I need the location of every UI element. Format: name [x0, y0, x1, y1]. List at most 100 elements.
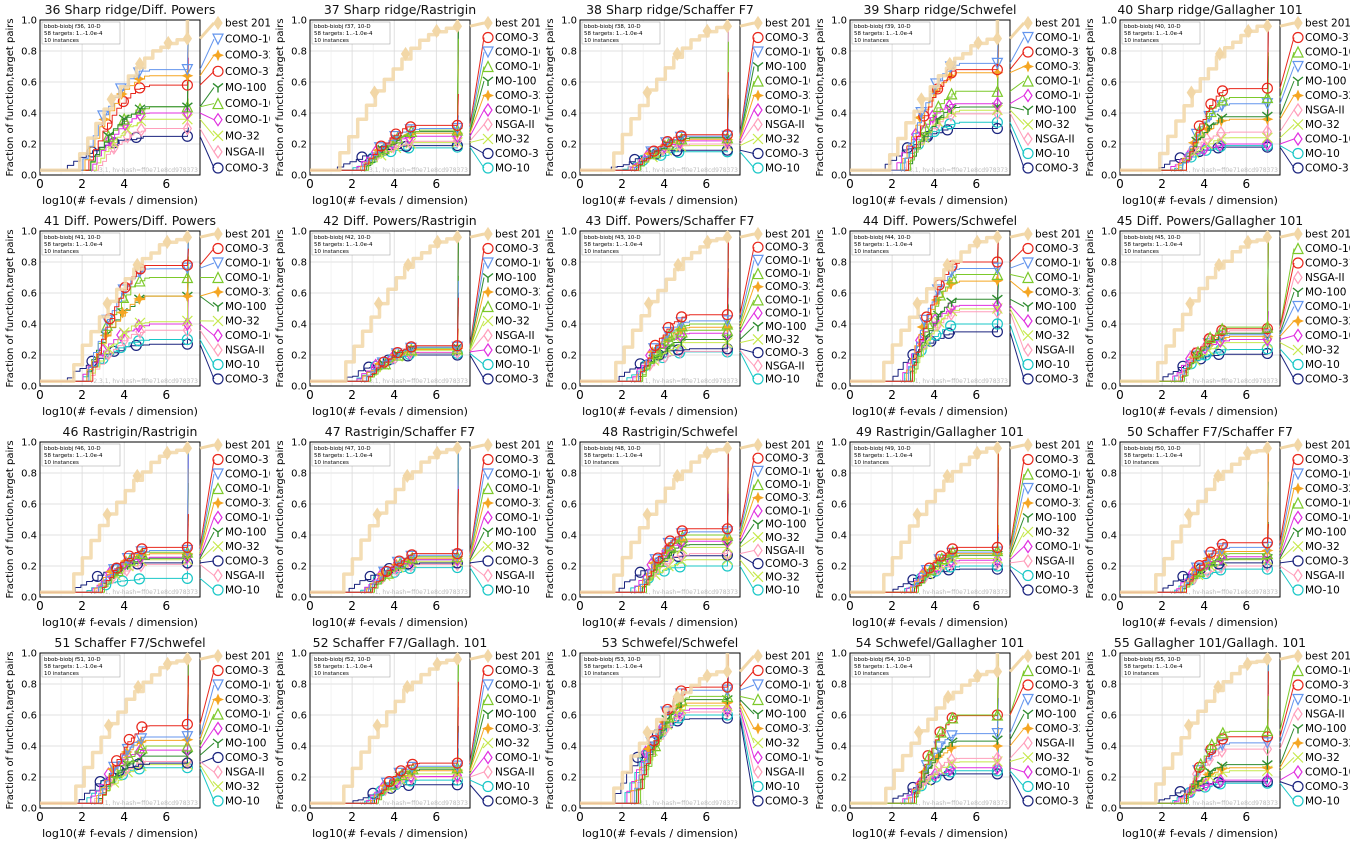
- legend-marker: [483, 62, 493, 72]
- info-line-3: 10 instances: [1124, 38, 1159, 44]
- legend-marker: [1294, 330, 1302, 342]
- legend-marker: [483, 724, 493, 734]
- legend-label: COMO-1000: [225, 98, 270, 110]
- legend-marker: [483, 287, 493, 297]
- legend-connector: [1010, 281, 1024, 292]
- series-end-marker: [183, 442, 191, 454]
- legend-label: COMO-1000: [765, 268, 810, 280]
- legend-label: best 2016: [495, 18, 540, 30]
- series-marker: [915, 726, 923, 738]
- legend-marker: [1023, 710, 1033, 719]
- legend-connector: [470, 785, 484, 801]
- y-tick-label: 1.0: [291, 649, 307, 660]
- legend-label: COMO-10: [765, 308, 810, 320]
- x-tick-label: 6: [702, 810, 710, 824]
- version-watermark: v2.3.1, hv-hash=ff0e71e8cd978373: [90, 167, 198, 174]
- legend-label: MO-32: [225, 541, 260, 553]
- y-tick-label: 0.0: [561, 171, 577, 182]
- series-end-marker: [183, 653, 191, 665]
- x-tick-label: 0: [846, 810, 854, 824]
- y-tick-label: 0.0: [291, 804, 307, 815]
- x-tick-label: 2: [888, 810, 896, 824]
- legend-label: COMO-100: [1035, 32, 1080, 44]
- legend-label: MO-100: [225, 738, 266, 750]
- legend-marker: [214, 439, 222, 451]
- legend: best 2016COMO-100COMO-316COMO-32COMO-100…: [1010, 17, 1080, 175]
- legend-connector: [470, 656, 484, 659]
- legend-marker: [1294, 272, 1302, 284]
- y-tick-label: 0.4: [1101, 320, 1117, 331]
- legend: best 2016COMO-316COMO-100COMO-1000COMO-3…: [740, 439, 810, 597]
- info-line-2: 58 targets: 1..-1.0e-4: [1124, 664, 1183, 670]
- legend-label: COMO-3: [225, 556, 269, 568]
- legend-marker: [1023, 47, 1033, 57]
- series-marker: [913, 298, 921, 310]
- x-tick-label: 6: [432, 810, 440, 824]
- y-axis-label: Fraction of function,target pairs: [815, 229, 826, 387]
- legend-label: NSGA-II: [1305, 105, 1345, 117]
- info-box: bbob-biobj f42, 10-D58 targets: 1..-1.0e…: [312, 233, 390, 255]
- legend-marker: [213, 50, 223, 60]
- legend-label: COMO-316: [1305, 680, 1350, 692]
- y-tick-label: 0.2: [561, 140, 577, 151]
- legend-label: COMO-100: [1305, 301, 1350, 313]
- legend-marker: [213, 244, 223, 254]
- series-end-marker: [183, 231, 191, 243]
- series-end-marker: [993, 442, 1001, 454]
- legend-marker: [213, 680, 223, 690]
- legend-label: best 2016: [1035, 651, 1080, 663]
- legend-label: NSGA-II: [1035, 556, 1075, 568]
- y-tick-label: 0.2: [21, 562, 37, 573]
- series-end-marker: [183, 33, 191, 45]
- y-tick-label: 0.2: [291, 351, 307, 362]
- chart-f46: 46 Rastrigin/Rastrigin0.00.20.40.60.81.0…: [0, 422, 270, 632]
- legend-connector: [470, 685, 484, 766]
- legend-label: COMO-3: [1305, 781, 1349, 793]
- y-tick-label: 0.2: [1101, 140, 1117, 151]
- x-tick-label: 0: [306, 599, 314, 613]
- version-watermark: v2.3.1, hv-hash=ff0e71e8cd978373: [630, 800, 738, 807]
- y-tick-label: 1.0: [291, 438, 307, 449]
- legend-label: MO-100: [1035, 512, 1076, 524]
- x-tick-label: 6: [162, 810, 170, 824]
- legend-marker: [753, 47, 763, 57]
- legend-marker: [214, 228, 222, 240]
- info-box: bbob-biobj f47, 10-D58 targets: 1..-1.0e…: [312, 444, 390, 466]
- legend-marker: [1023, 120, 1033, 130]
- legend-marker: [1293, 47, 1303, 57]
- series-end-marker: [993, 231, 1001, 243]
- legend-label: COMO-32: [1035, 287, 1080, 299]
- legend-marker: [753, 134, 763, 144]
- panel-title: 52 Schaffer F7/Gallagh. 101: [313, 635, 488, 650]
- legend-label: MO-100: [765, 709, 806, 721]
- legend-marker: [213, 287, 223, 297]
- legend-marker: [483, 33, 493, 43]
- legend-marker: [483, 556, 493, 566]
- legend-connector: [1280, 336, 1294, 340]
- legend-marker: [483, 796, 493, 806]
- y-axis-label: Fraction of function,target pairs: [275, 18, 286, 176]
- legend-marker: [484, 650, 492, 662]
- y-tick-label: 0.6: [291, 289, 307, 300]
- legend-label: MO-100: [495, 527, 536, 539]
- y-tick-label: 0.2: [291, 562, 307, 573]
- x-tick-label: 6: [432, 177, 440, 191]
- legend-connector: [1010, 81, 1024, 91]
- legend-marker: [753, 322, 763, 331]
- info-line-1: bbob-biobj f50, 10-D: [1124, 446, 1181, 452]
- legend-marker: [1023, 796, 1033, 806]
- y-tick-label: 0.6: [291, 500, 307, 511]
- legend-marker: [754, 104, 762, 116]
- legend-label: COMO-1000: [225, 709, 270, 721]
- legend-marker: [484, 17, 492, 29]
- info-line-2: 58 targets: 1..-1.0e-4: [314, 242, 373, 248]
- y-tick-label: 1.0: [831, 649, 847, 660]
- legend-connector: [1280, 249, 1294, 328]
- legend-marker: [483, 738, 493, 748]
- info-line-2: 58 targets: 1..-1.0e-4: [1124, 31, 1183, 37]
- info-line-1: bbob-biobj f42, 10-D: [314, 235, 371, 241]
- info-line-3: 10 instances: [854, 249, 889, 255]
- legend-connector: [1280, 569, 1294, 590]
